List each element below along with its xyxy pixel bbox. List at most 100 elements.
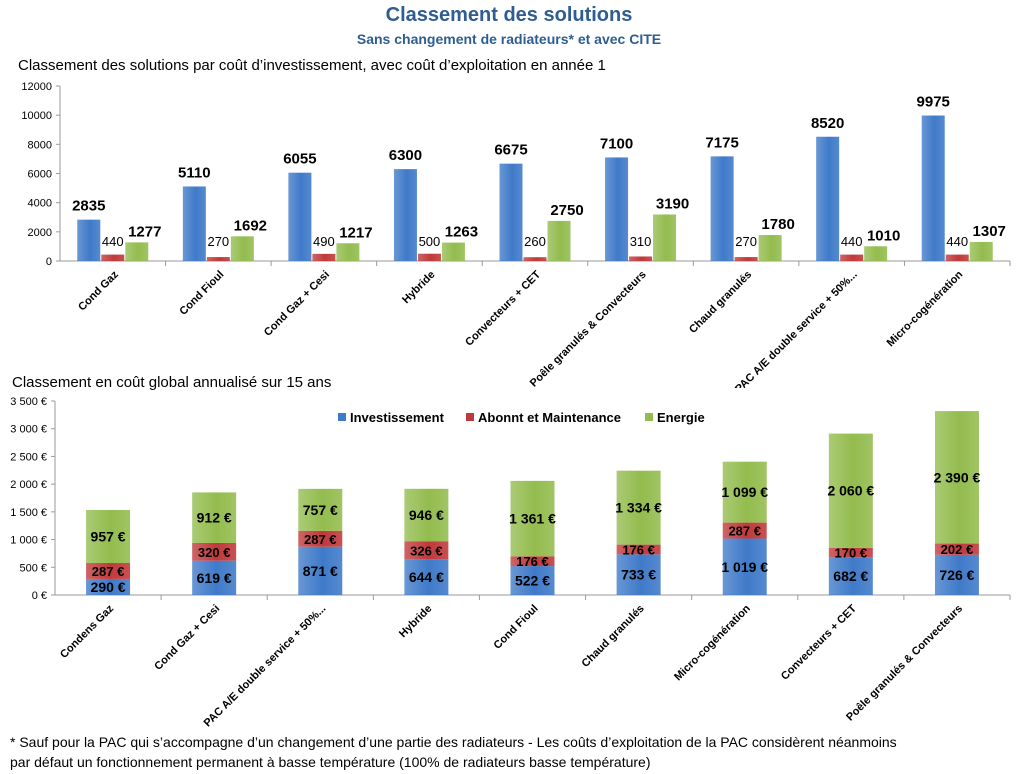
stacked-bar-segment [192,542,237,561]
data-label: 1263 [445,224,478,241]
bar [230,236,254,261]
stacked-bar-segment [192,560,237,595]
stacked-bar-segment [404,541,449,560]
y-tick-label: 500 € [19,562,47,574]
footnote-line2: par défaut un fonctionnement permanent à… [10,754,651,770]
x-tick-label: Condens Gaz [58,602,117,661]
data-label: 290 € [91,579,126,595]
data-label: 2750 [550,202,583,219]
data-label: 287 € [728,524,761,539]
stacked-bar-segment [934,554,979,595]
data-label: 176 € [516,554,549,569]
x-tick-label: Cond Gaz [76,268,121,313]
bar [864,246,888,261]
bar [653,214,677,261]
data-label: 619 € [197,570,232,586]
stacked-bar-segment [616,470,661,545]
page-subtitle: Sans changement de radiateurs* et avec C… [356,31,662,47]
stacked-bar-segment [616,554,661,595]
data-label: 310 [630,234,652,249]
data-label: 9975 [917,94,950,111]
stacked-bar-segment [86,563,131,579]
data-label: 1780 [761,216,794,233]
bar [312,253,336,261]
data-label: 1217 [339,224,372,241]
y-tick-label: 2 000 € [10,479,47,491]
data-label: 522 € [515,573,550,589]
x-tick-label: Chaud granulés [579,603,646,670]
data-label: 733 € [621,567,656,583]
y-tick-label: 2000 [28,227,52,239]
bar [605,157,629,261]
stacked-bar-segment [722,461,767,523]
bar [734,257,758,261]
data-label: 7100 [600,135,633,152]
data-label: 287 € [304,532,337,547]
bar [77,219,101,261]
chart2-title: Classement en coût global annualisé sur … [12,374,332,391]
stacked-bar-segment [616,544,661,555]
data-label: 3190 [656,195,689,212]
data-label: 170 € [835,545,868,560]
y-tick-label: 0 € [32,590,47,602]
data-label: 6055 [283,151,316,168]
bar [441,242,465,261]
data-label: 1277 [128,223,161,240]
data-label: 1 361 € [509,511,556,527]
x-tick-label: Hybride [397,603,434,640]
bar [125,242,149,261]
y-tick-label: 10000 [21,110,52,122]
bar [101,254,125,261]
y-tick-label: 2 500 € [10,451,47,463]
stacked-bar-segment [192,492,237,543]
data-label: 1 099 € [721,484,768,500]
data-label: 440 [102,234,124,249]
y-tick-label: 0 [46,256,52,268]
stacked-bar-segment [86,509,131,564]
data-label: 326 € [410,543,443,558]
stacked-bar-segment [722,522,767,539]
chart-global-cost: 0 € 500 € 1 000 € 1 500 € 2 000 € 2 500 € 3 00… [10,396,1011,730]
stacked-bar-segment [298,488,343,531]
bar [417,253,441,261]
legend-swatch [466,413,474,421]
stacked-bar-segment [404,488,449,542]
stacked-bar-segment [934,543,979,555]
data-label: 871 € [303,563,338,579]
data-label: 757 € [303,502,338,518]
data-label: 270 [735,234,757,249]
stacked-bar-segment [510,480,555,557]
bar [288,172,312,261]
bar [393,169,417,261]
data-label: 270 [207,234,229,249]
y-tick-label: 12000 [21,81,52,93]
x-tick-label: PAC A/E double service + 50%... [733,269,860,388]
y-tick-label: 8000 [28,139,52,151]
data-label: 6300 [389,147,422,164]
legend-label: Investissement [350,410,445,425]
data-label: 1307 [973,223,1006,240]
x-tick-label: Chaud granulés [687,269,754,336]
x-tick-label: Cond Fioul [177,269,226,318]
bar [336,243,360,261]
data-label: 946 € [409,507,444,523]
data-label: 287 € [92,564,125,579]
stacked-bar-segment [404,559,449,595]
bar [629,256,653,261]
bar [816,136,840,261]
x-tick-label: Micro-cogénération [672,602,753,683]
stacked-bar-segment [298,530,343,547]
stacked-bar-segment [934,411,979,544]
data-label: 1 019 € [721,559,768,575]
y-tick-label: 1 000 € [10,535,47,547]
data-label: 6675 [494,142,527,159]
y-tick-label: 6000 [28,169,52,181]
data-label: 202 € [941,542,974,557]
x-tick-label: Poêle granulés & Convecteurs [528,269,649,388]
data-label: 490 [313,234,335,249]
bar [969,241,993,261]
x-tick-label: PAC A/E double service + 50%... [202,603,329,730]
stacked-bar-segment [828,547,873,558]
bar [523,257,547,261]
bar [182,186,206,261]
